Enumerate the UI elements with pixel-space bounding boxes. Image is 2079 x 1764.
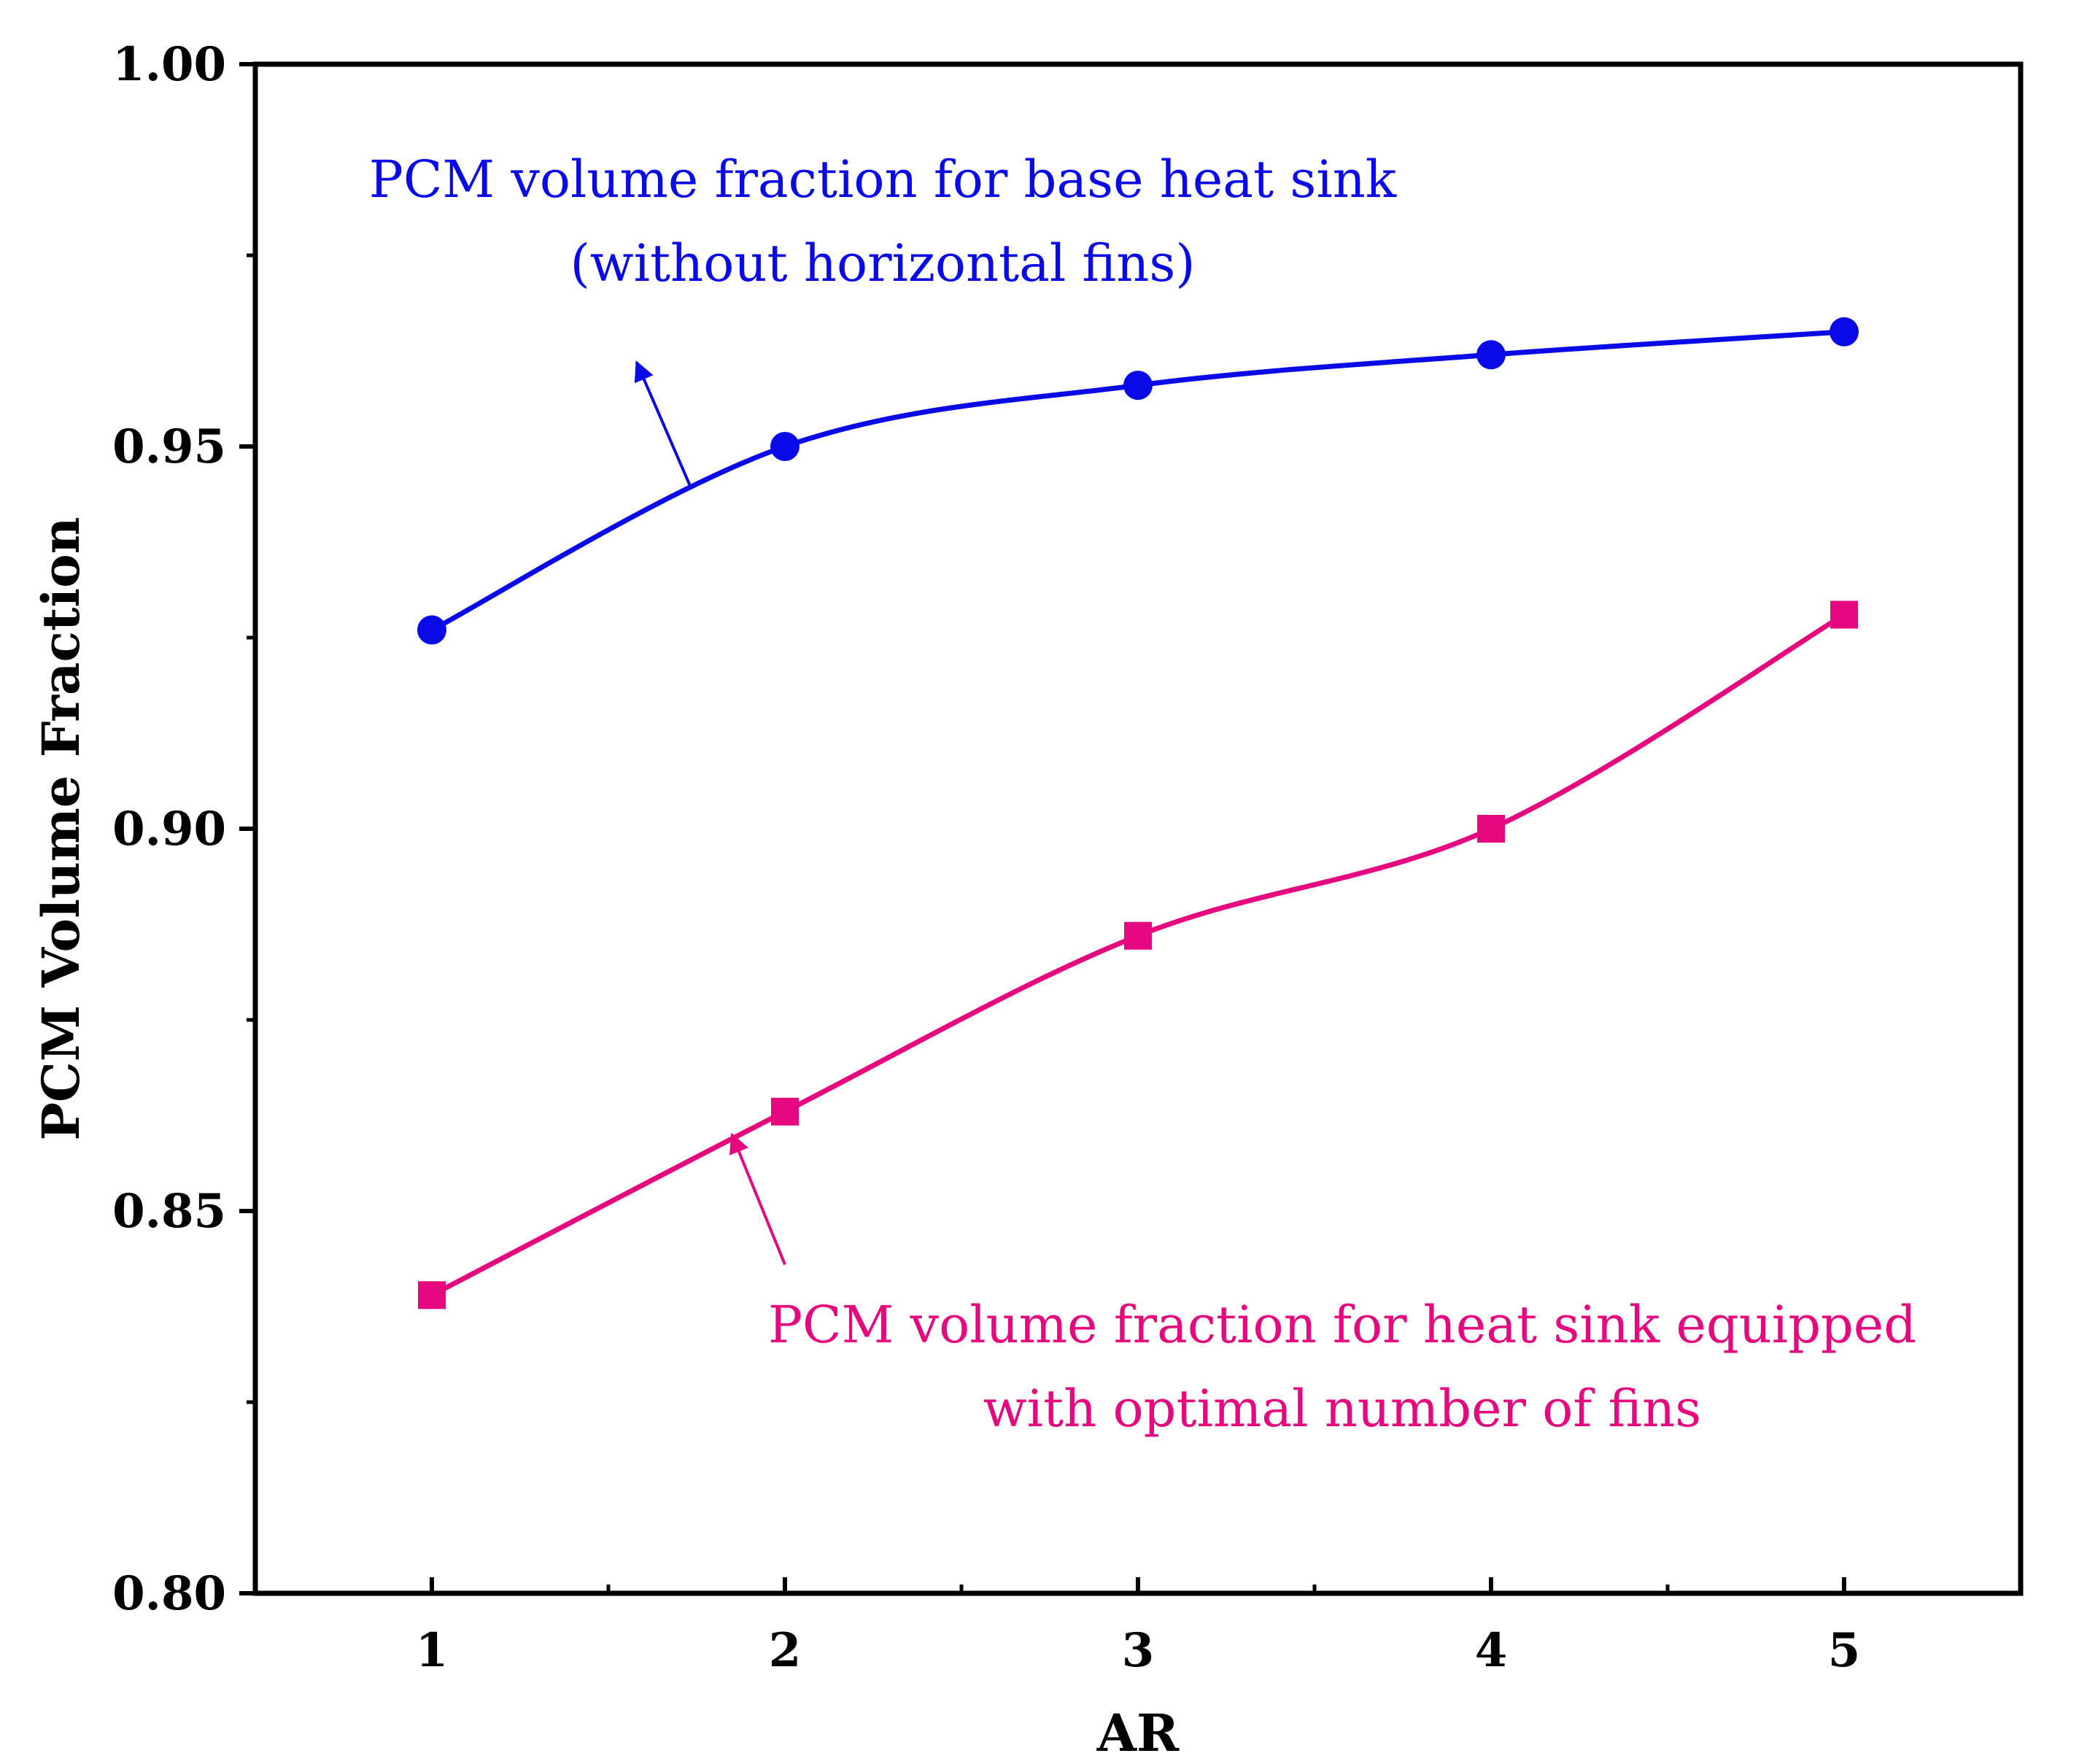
data-point-marker <box>417 615 446 645</box>
annotation-text: PCM volume fraction for heat sink equipp… <box>768 1295 1916 1355</box>
data-point-marker <box>1476 340 1506 370</box>
annotation-arrow <box>729 1132 786 1266</box>
data-point-marker <box>418 1281 446 1310</box>
data-point-marker <box>1830 600 1858 629</box>
annotation-text: with optimal number of fins <box>983 1379 1701 1439</box>
data-point-marker <box>770 432 800 461</box>
y-axis-title: PCM Volume Fraction <box>31 517 91 1140</box>
data-point-marker <box>1124 921 1152 950</box>
x-tick-label: 4 <box>1475 1623 1508 1678</box>
series-2 <box>418 600 1858 1310</box>
x-tick-label: 3 <box>1122 1623 1155 1678</box>
y-tick-label: 0.95 <box>112 419 226 474</box>
plot-frame <box>252 61 2024 1596</box>
annotation-text: PCM volume fraction for base heat sink <box>369 150 1397 209</box>
y-tick-label: 1.00 <box>112 37 226 92</box>
series-group <box>417 317 1859 1310</box>
annotations: PCM volume fraction for base heat sink (w… <box>369 150 1916 1439</box>
y-tick-label: 0.85 <box>112 1184 226 1239</box>
annotation-text: (without horizontal fins) <box>570 233 1195 293</box>
y-tick-label: 0.90 <box>112 802 226 856</box>
y-tick-label: 0.80 <box>112 1566 226 1621</box>
annotation-2: PCM volume fraction for heat sink equipp… <box>729 1132 1916 1439</box>
annotation-1: PCM volume fraction for base heat sink (w… <box>369 150 1397 486</box>
annotation-arrow <box>634 360 692 486</box>
data-point-marker <box>1123 371 1153 401</box>
series-line <box>430 612 1846 1298</box>
series-1 <box>417 317 1859 645</box>
data-point-marker <box>1830 317 1859 347</box>
x-tick-label: 2 <box>769 1623 802 1678</box>
x-tick-label: 1 <box>416 1623 449 1678</box>
axis-ticks: 1 2 3 4 5 0.80 0.85 0.90 0.95 1.00 <box>112 37 1860 1678</box>
data-point-marker <box>1477 815 1505 843</box>
data-point-marker <box>771 1097 799 1126</box>
x-tick-label: 5 <box>1828 1623 1861 1678</box>
x-axis-title: AR <box>1096 1703 1180 1763</box>
